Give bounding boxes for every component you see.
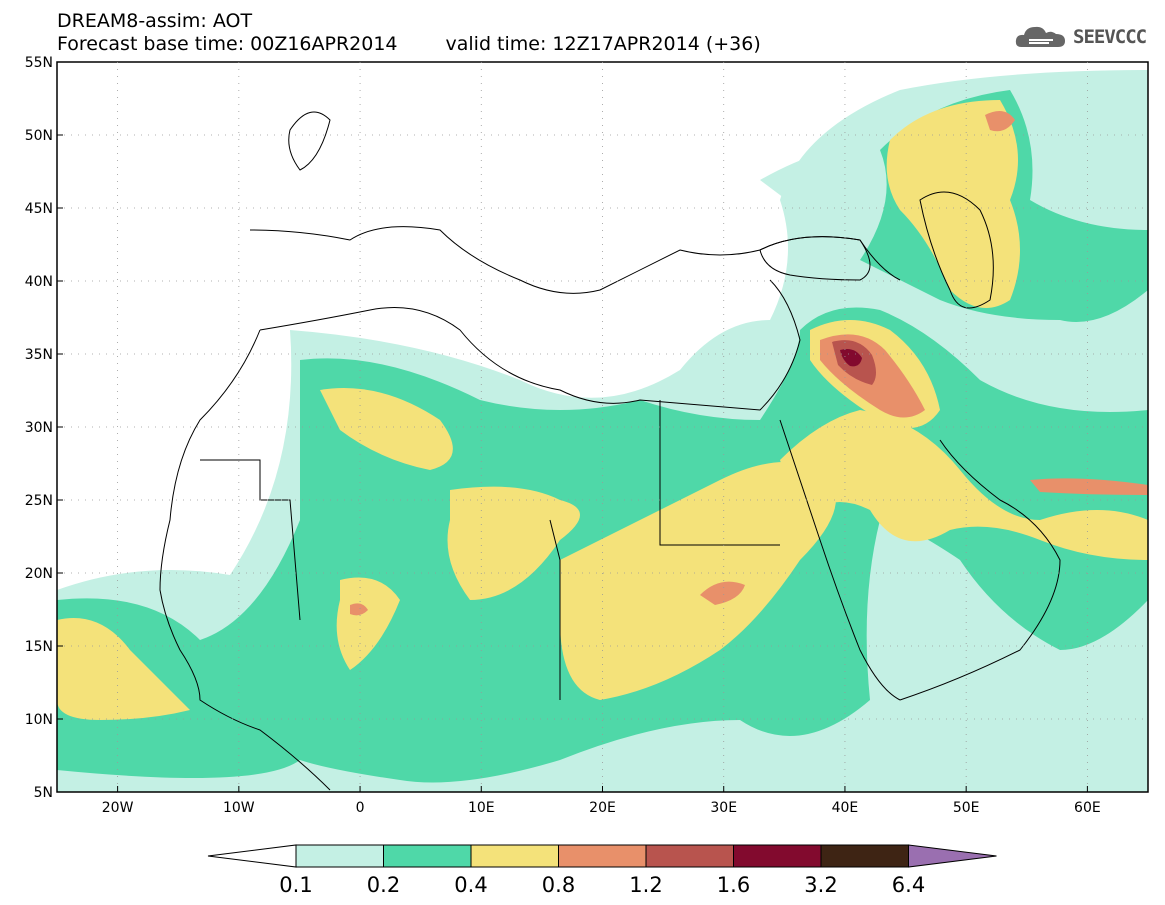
lon-axis: 20W 10W 0 10E 20E 30E 40E 50E 60E (102, 786, 1101, 816)
lat-label: 45N (25, 201, 53, 217)
lat-label: 40N (25, 274, 53, 290)
colorbar-low-arrow (207, 844, 297, 868)
lon-label: 10E (468, 800, 495, 816)
colorbar-label: 1.2 (629, 873, 662, 897)
lat-label: 20N (25, 566, 53, 582)
lon-label: 20W (102, 800, 134, 816)
lat-label: 10N (25, 712, 53, 728)
gridlines (57, 62, 1148, 792)
lat-label: 35N (25, 347, 53, 363)
chart-title: DREAM8-assim: AOT (57, 10, 253, 32)
colorbar-label: 0.1 (279, 873, 312, 897)
coast-africa-west (159, 329, 331, 791)
coast-black-sea (759, 236, 871, 281)
aot-band-orange-gulf (1030, 478, 1148, 495)
colorbar-segment (733, 844, 822, 868)
coast-caspian (919, 191, 994, 309)
aot-band-yellow-sudan (560, 462, 836, 700)
lat-label: 50N (25, 128, 53, 144)
valid-time: valid time: 12Z17APR2014 (+36) (445, 33, 761, 55)
lat-axis: 5N 10N 15N 20N 25N 30N 35N 40N 45N 50N 55N (25, 55, 63, 801)
colorbar-segment (645, 844, 734, 868)
colorbar-segment (820, 844, 909, 868)
colorbar-label: 0.4 (454, 873, 487, 897)
border-chad (549, 519, 561, 700)
coast-red-sea (779, 419, 901, 701)
lat-label: 55N (25, 55, 53, 71)
coast-mediterranean (259, 279, 801, 411)
lat-label: 30N (25, 420, 53, 436)
aot-band-yellow-atlantic (57, 618, 190, 720)
base-time: Forecast base time: 00Z16APR2014 (57, 33, 398, 55)
colorbar-segment (295, 844, 384, 868)
lon-label: 40E (832, 800, 859, 816)
forecast-times: Forecast base time: 00Z16APR2014 valid ti… (57, 33, 761, 55)
colorbar: 0.1 0.2 0.4 0.8 1.2 1.6 3.2 6.4 (207, 844, 997, 897)
aot-band-orange-caspian (985, 111, 1015, 132)
aot-band-maroon-iraq (840, 349, 862, 367)
cloud-icon (1015, 26, 1065, 47)
colorbar-segment (383, 844, 472, 868)
seevccc-logo: SEEVCCC (1015, 23, 1147, 51)
lon-label: 0 (356, 800, 365, 816)
aot-band-yellow-arabia (780, 410, 1148, 560)
coast-britain (288, 111, 331, 171)
lon-label: 60E (1074, 800, 1101, 816)
colorbar-high-arrow (908, 844, 997, 868)
aot-contours (57, 70, 1148, 792)
aot-band-yellow-sahara (320, 388, 453, 470)
lat-label: 15N (25, 639, 53, 655)
colorbar-label: 1.6 (717, 873, 750, 897)
lon-label: 50E (953, 800, 980, 816)
aot-band-orange-sudan (700, 581, 745, 605)
lat-label: 25N (25, 493, 53, 509)
aot-band-very-light-2 (760, 140, 900, 210)
logo-text: SEEVCCC (1073, 26, 1147, 48)
colorbar-segment (470, 844, 559, 868)
lat-label: 5N (34, 785, 53, 801)
aot-band-orange-mali (350, 603, 368, 616)
coast-arabia (899, 439, 1061, 701)
coastlines (159, 111, 1061, 791)
colorbar-label: 6.4 (892, 873, 925, 897)
lon-label: 10W (223, 800, 255, 816)
lon-label: 20E (589, 800, 616, 816)
aot-band-yellow-niger (447, 486, 580, 600)
colorbar-segment (558, 844, 647, 868)
colorbar-label: 0.8 (542, 873, 575, 897)
colorbar-label: 3.2 (804, 873, 837, 897)
lon-label: 30E (710, 800, 737, 816)
aot-band-yellow-mali (336, 577, 400, 670)
colorbar-label: 0.2 (367, 873, 400, 897)
aot-band-yellow-caspian (886, 100, 1020, 308)
border-egypt (659, 400, 780, 546)
